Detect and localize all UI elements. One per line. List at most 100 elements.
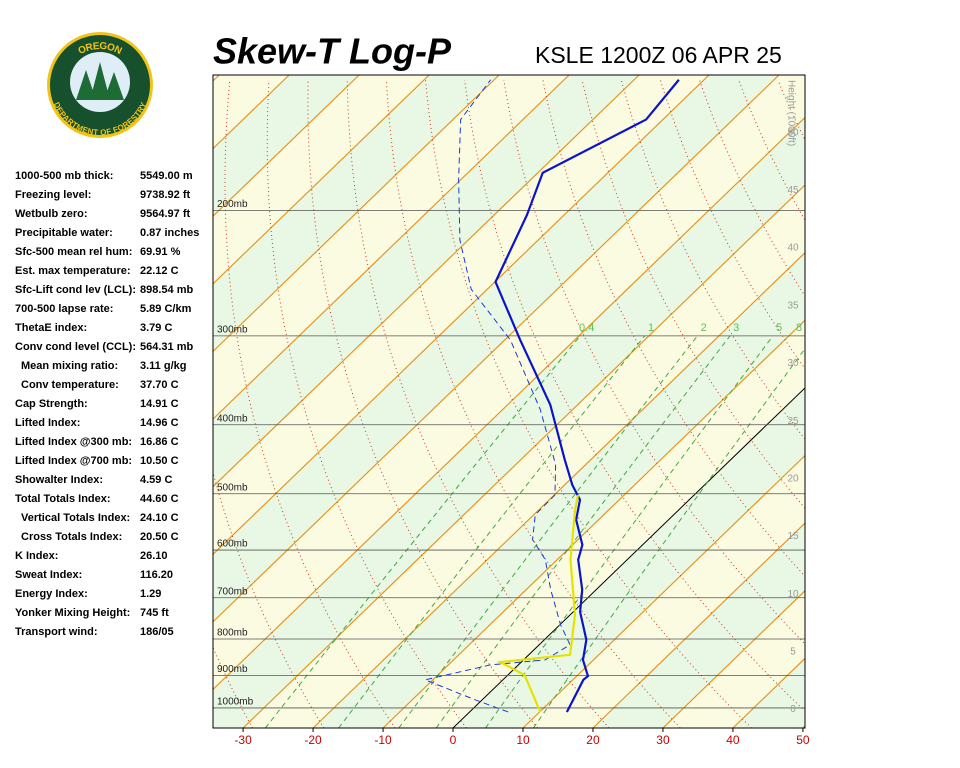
index-value: 745 ft xyxy=(140,607,169,619)
index-label: Wetbulb zero: xyxy=(15,208,88,220)
mixing-ratio-label: 2 xyxy=(701,322,707,334)
isotherm xyxy=(213,75,360,218)
indices-panel: 1000-500 mb thick: 5549.00 m Freezing leve… xyxy=(15,170,199,638)
isotherm xyxy=(312,251,805,728)
index-label: Est. max temperature: xyxy=(15,265,131,277)
index-value: 186/05 xyxy=(140,626,174,638)
index-value: 10.50 C xyxy=(140,455,179,467)
mixing-ratio-line xyxy=(338,335,645,728)
isotherm xyxy=(522,454,805,728)
plot-overlay: 0.4 1 2 3 5 8200mb300mb400mb500mb600mb700mb80… xyxy=(217,80,810,747)
isotherm xyxy=(213,75,710,556)
height-tick-label: 25 xyxy=(787,416,799,427)
index-label: Yonker Mixing Height: xyxy=(15,607,130,619)
height-tick-label: 20 xyxy=(787,473,799,484)
chart-title: Skew-T Log-P xyxy=(213,31,452,72)
height-tick-label: 5 xyxy=(790,646,796,657)
index-value: 22.12 C xyxy=(140,265,179,277)
index-label: Sfc-500 mean rel hum: xyxy=(15,246,132,258)
index-value: 9738.92 ft xyxy=(140,189,190,201)
index-label: Total Totals Index: xyxy=(15,493,111,505)
index-value: 1.29 xyxy=(140,588,161,600)
pressure-label: 600mb xyxy=(217,539,248,550)
index-value: 898.54 mb xyxy=(140,284,193,296)
isotherm xyxy=(213,75,570,420)
logo: OREGON DEPARTMENT OF FORESTRY xyxy=(47,32,153,138)
index-value: 14.96 C xyxy=(140,417,179,429)
index-value: 3.79 C xyxy=(140,322,172,334)
index-value: 16.86 C xyxy=(140,436,179,448)
plot-frame xyxy=(212,74,806,729)
x-tick-label: -10 xyxy=(374,733,392,747)
isotherm xyxy=(873,75,960,728)
index-label: ThetaE index: xyxy=(15,322,87,334)
index-value: 3.11 g/kg xyxy=(140,360,186,372)
index-label: Showalter Index: xyxy=(15,474,103,486)
plot-area xyxy=(213,75,960,728)
profile-line xyxy=(496,494,580,713)
index-label: Sfc-Lift cond lev (LCL): xyxy=(15,284,136,296)
index-value: 116.20 xyxy=(140,569,173,581)
dry-adiabat xyxy=(425,79,752,728)
height-axis-label: Height (1000ft) xyxy=(785,80,796,146)
index-value: 9564.97 ft xyxy=(140,208,190,220)
dry-adiabat xyxy=(738,79,805,222)
index-label: Vertical Totals Index: xyxy=(21,512,130,524)
height-tick-label: 45 xyxy=(787,185,799,196)
x-tick-label: 50 xyxy=(796,733,810,747)
height-tick-label: 10 xyxy=(787,589,799,600)
height-tick-label: 50 xyxy=(787,127,799,138)
mixing-ratio-line xyxy=(264,335,581,728)
x-tick-label: 20 xyxy=(586,733,600,747)
mixing-ratio-line xyxy=(398,335,698,728)
index-label: Cross Totals Index: xyxy=(21,531,122,543)
pressure-label: 900mb xyxy=(217,664,248,675)
index-value: 69.91 % xyxy=(140,246,181,258)
dry-adiabat xyxy=(817,80,960,728)
index-value: 5549.00 m xyxy=(140,170,193,182)
isotherm xyxy=(213,75,640,488)
index-label: 700-500 lapse rate: xyxy=(15,303,113,315)
index-value: 14.91 C xyxy=(140,398,179,410)
temp-band xyxy=(213,75,805,690)
zero-isotherm xyxy=(452,387,805,728)
pressure-label: 800mb xyxy=(217,628,248,639)
index-label: Conv cond level (CCL): xyxy=(15,341,136,353)
height-tick-label: 15 xyxy=(787,531,799,542)
pressure-label: 500mb xyxy=(217,482,248,493)
isotherm xyxy=(213,75,780,623)
index-value: 26.10 xyxy=(140,550,168,562)
pressure-label: 1000mb xyxy=(217,697,254,708)
index-label: Sweat Index: xyxy=(15,569,82,581)
chart-subtitle: KSLE 1200Z 06 APR 25 xyxy=(535,42,782,68)
index-label: Lifted Index @300 mb: xyxy=(15,436,132,448)
isotherm xyxy=(592,522,805,728)
dry-adiabat xyxy=(934,80,960,728)
index-label: Freezing level: xyxy=(15,189,91,201)
index-value: 37.70 C xyxy=(140,379,179,391)
mixing-ratio-label: 5 xyxy=(776,322,782,334)
dry-adiabat xyxy=(699,79,805,297)
isotherm xyxy=(802,725,805,728)
index-label: Precipitable water: xyxy=(15,227,113,239)
x-tick-label: -20 xyxy=(304,733,322,747)
pressure-label: 400mb xyxy=(217,413,248,424)
isotherm xyxy=(382,319,805,728)
height-tick-label: 40 xyxy=(787,243,799,254)
x-tick-label: 40 xyxy=(726,733,740,747)
index-label: Energy Index: xyxy=(15,588,88,600)
index-label: Lifted Index @700 mb: xyxy=(15,455,132,467)
profile-line xyxy=(423,79,571,713)
index-label: Transport wind: xyxy=(15,626,98,638)
index-value: 0.87 inches xyxy=(140,227,199,239)
mixing-ratio-label: 1 xyxy=(648,322,654,334)
mixing-ratio-line xyxy=(435,335,731,728)
index-label: 1000-500 mb thick: xyxy=(15,170,113,182)
index-label: Lifted Index: xyxy=(15,417,80,429)
height-tick-label: 35 xyxy=(787,300,799,311)
x-tick-label: -30 xyxy=(234,733,252,747)
mixing-ratio-label: 3 xyxy=(733,322,739,334)
pressure-label: 300mb xyxy=(217,324,248,335)
logo-trees xyxy=(76,62,124,100)
